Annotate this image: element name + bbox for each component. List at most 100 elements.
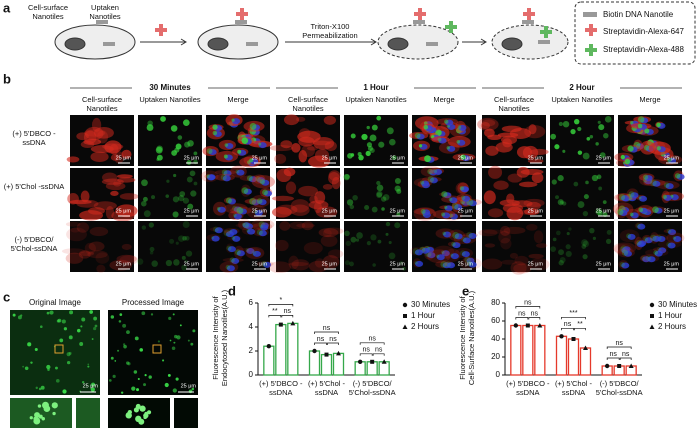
signal [582,210,589,217]
signal [184,235,190,241]
signal [179,191,186,197]
signal [604,116,612,123]
signal [483,229,504,235]
signal [524,208,540,216]
signal [231,235,236,240]
signal [80,325,83,328]
signal [597,120,601,124]
signal [110,190,119,196]
signal [149,246,155,252]
signal [556,230,561,236]
signal [303,241,323,255]
signal [459,185,465,191]
significance: ns [368,336,376,343]
signal [49,310,54,315]
nucleus [438,137,447,144]
signal [345,240,351,247]
signal [376,190,383,198]
significance: ns [284,308,292,315]
scale-label: 25 μm [596,208,612,214]
micrograph [276,221,340,272]
panel-letter: b [3,71,11,86]
signal [90,145,114,153]
signal [187,203,194,210]
signal [322,255,340,269]
bar-marker [381,359,387,364]
signal [61,248,86,255]
signal [500,237,512,250]
signal [344,230,350,237]
signal [233,213,237,218]
signal [228,229,233,233]
signal [259,179,265,185]
signal [296,223,315,228]
column-header: Cell-surface Nanotiles [287,95,328,113]
signal [629,212,634,217]
signal [78,250,91,259]
nucleus [619,210,628,217]
zoom-box [54,344,64,354]
signal [437,137,442,142]
signal [396,212,401,217]
signal [637,123,643,129]
nucleus [434,169,443,176]
signal [168,316,172,320]
signal [555,195,559,200]
micrograph [138,221,202,272]
signal [169,339,172,342]
signal [577,126,582,132]
nucleus [252,250,261,257]
nucleus [251,199,260,206]
signal [150,313,154,316]
signal [591,174,599,182]
signal [550,133,557,140]
signal [151,260,158,267]
signal [117,349,120,352]
signal [275,239,289,252]
nucleus [668,229,677,236]
signal [93,201,117,211]
timepoint: 30 Minutes [149,83,191,92]
nucleus [443,192,452,199]
signal [503,226,526,235]
signal [220,174,227,181]
scale-label: 25 μm [116,208,132,214]
significance: *** [569,310,577,317]
signal [102,172,118,183]
signal [181,264,188,271]
legend-marker [402,324,408,329]
signal [388,252,396,260]
signal [125,361,130,365]
signal [182,119,190,127]
y-tick-label: 20 [491,352,500,361]
signal [143,210,151,218]
bar [275,323,287,376]
nucleus [254,210,263,217]
signal [146,124,154,131]
signal [258,142,262,146]
signal [322,184,333,190]
significance: ns [524,299,532,306]
nucleus [264,190,273,197]
signal [369,147,375,153]
signal [34,412,40,418]
signal [323,227,344,235]
signal [389,138,396,146]
signal [558,121,563,127]
signal [423,124,429,130]
bar-marker [604,363,610,369]
signal [414,132,421,139]
signal [467,261,473,267]
signal [298,185,319,197]
signal [206,148,213,154]
signal [101,178,124,185]
signal [371,124,378,131]
scale-label: 25 μm [390,208,406,214]
signal [241,137,249,144]
signal [80,140,95,149]
signal [666,242,671,247]
signal [385,232,389,236]
nucleus [461,186,470,193]
signal [643,236,649,242]
